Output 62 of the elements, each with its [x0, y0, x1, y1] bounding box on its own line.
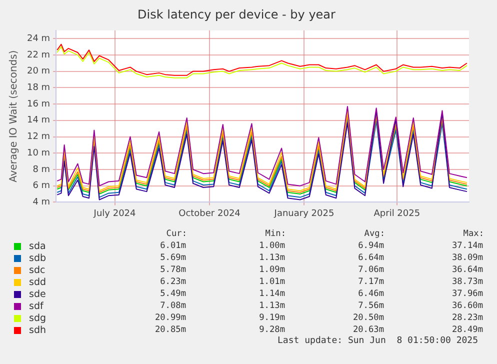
text: 36.64m: [450, 265, 483, 275]
y-tick-label: 18 m: [26, 83, 50, 94]
text: Last update: Sun Jun 8 01:50:00 2025: [276, 336, 478, 346]
legend-label: sda: [29, 240, 47, 252]
chart-title: Disk latency per device - by year: [138, 7, 336, 22]
text: 5.69m: [159, 253, 186, 263]
text: 36.60m: [450, 301, 483, 311]
text: Avg:: [363, 229, 385, 239]
legend-label: sde: [29, 288, 47, 300]
text: 37.96m: [450, 289, 483, 299]
text: 6.64m: [357, 253, 384, 263]
y-tick-label: 4 m: [32, 198, 50, 208]
text: 1.00m: [258, 241, 285, 251]
y-tick-label: 16 m: [26, 99, 50, 110]
y-tick-label: 10 m: [26, 148, 50, 158]
legend-label: sdb: [29, 252, 48, 264]
y-axis-title: Average IO Wait (seconds): [8, 50, 20, 182]
text: 7.08m: [159, 301, 186, 311]
text: 20.85m: [154, 325, 186, 335]
x-tick-label: October 2024: [178, 208, 241, 219]
text: 38.73m: [450, 277, 483, 287]
text: 7.56m: [357, 301, 384, 311]
text: 20.99m: [154, 313, 186, 323]
text: 9.19m: [258, 313, 285, 323]
text: 20.50m: [352, 313, 384, 323]
text: Cur:: [165, 229, 187, 239]
text: 1.09m: [258, 265, 285, 275]
y-tick-label: 22 m: [26, 50, 50, 60]
text: 1.14m: [258, 289, 285, 299]
text: 7.17m: [357, 277, 384, 287]
text: 1.13m: [258, 301, 285, 311]
text: 6.23m: [159, 277, 186, 287]
y-tick-label: 14 m: [26, 116, 50, 126]
text: 9.28m: [258, 325, 285, 335]
text: 28.23m: [450, 313, 483, 323]
x-tick-label: July 2024: [92, 208, 136, 219]
text: 1.01m: [258, 277, 285, 287]
text: 20.63m: [352, 325, 384, 335]
y-tick-label: 20 m: [26, 66, 50, 77]
legend-label: sdd: [29, 276, 48, 288]
y-tick-label: 6 m: [32, 181, 50, 192]
text: 6.01m: [159, 241, 186, 251]
x-tick-label: April 2025: [374, 208, 420, 219]
text: 38.09m: [450, 253, 483, 263]
text: 5.49m: [159, 289, 186, 299]
legend-label: sdh: [29, 324, 48, 336]
text: 37.14m: [450, 241, 483, 251]
legend-label: sdg: [29, 312, 48, 324]
text: 28.49m: [450, 325, 483, 335]
text: 5.78m: [159, 265, 186, 275]
y-tick-label: 12 m: [26, 132, 50, 142]
text: 6.46m: [357, 289, 384, 299]
text: Max:: [462, 229, 484, 239]
text: Min:: [264, 229, 286, 239]
text: 7.06m: [357, 265, 384, 275]
y-tick-label: 24 m: [26, 34, 50, 44]
legend-label: sdc: [29, 264, 46, 276]
text: 1.13m: [258, 253, 285, 263]
text: 6.94m: [357, 241, 384, 251]
legend-label: sdf: [29, 300, 44, 312]
y-tick-label: 8 m: [32, 164, 50, 175]
x-tick-label: January 2025: [273, 208, 334, 219]
